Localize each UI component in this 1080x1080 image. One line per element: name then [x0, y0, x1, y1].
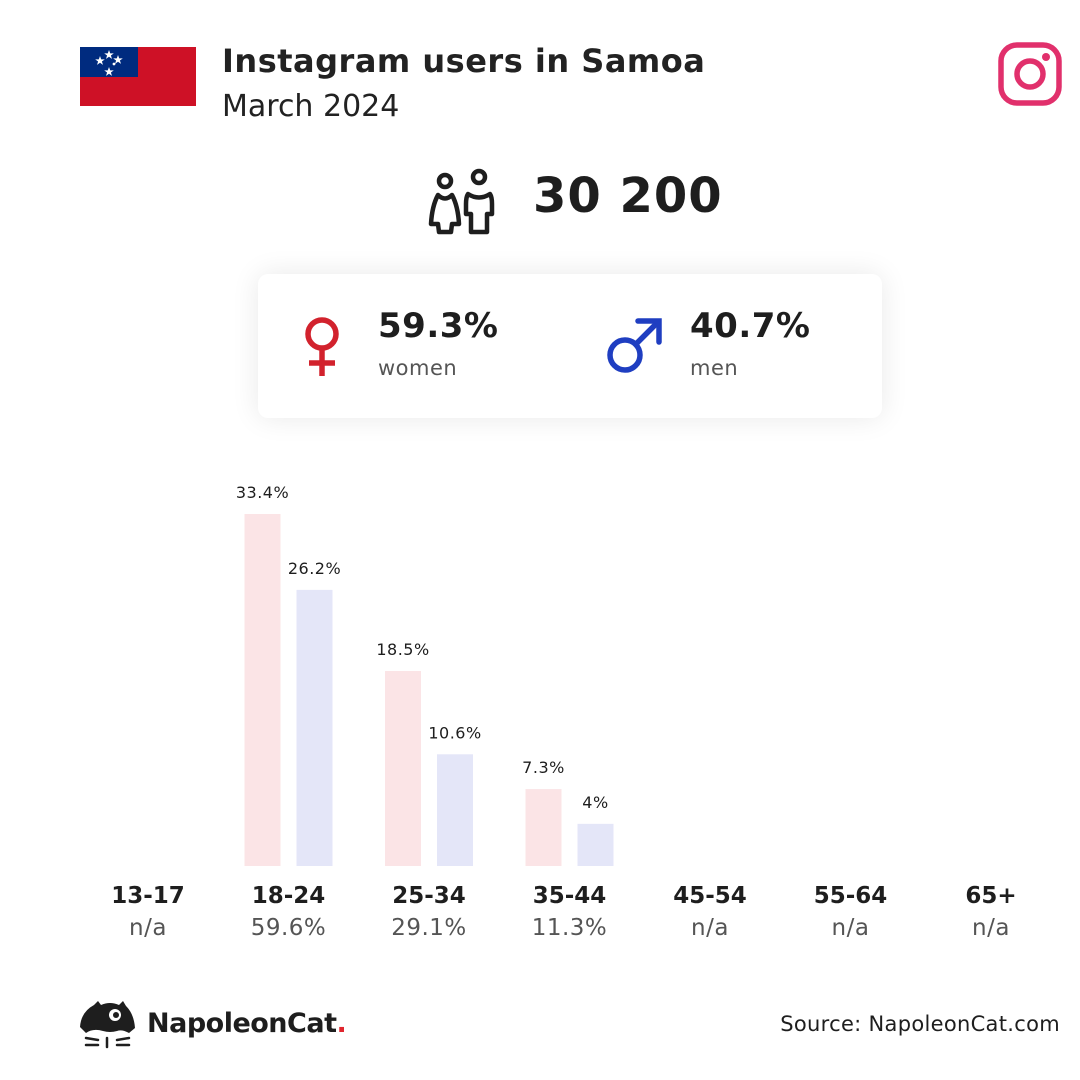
- samoa-flag-icon: [80, 47, 196, 106]
- instagram-icon: [998, 42, 1062, 106]
- age-group-45-54: 45-54 n/a: [640, 883, 780, 941]
- bar-35-44-series-1: [577, 823, 614, 866]
- age-group-35-44: 35-44 11.3%: [500, 883, 640, 941]
- napoleoncat-logo-icon: [80, 1001, 135, 1049]
- age-group-total: 11.3%: [531, 915, 608, 941]
- brand-dot: .: [336, 1008, 347, 1039]
- brand-text: NapoleonCat: [147, 1008, 337, 1039]
- women-label: women: [378, 356, 458, 380]
- age-group-total: n/a: [972, 915, 1010, 941]
- page-title: Instagram users in Samoa: [222, 42, 706, 80]
- men-percentage: 40.7%: [690, 306, 811, 346]
- bar-25-34-series-1: [437, 754, 473, 866]
- male-symbol-icon: [607, 318, 662, 373]
- age-group-label: 18-24: [251, 883, 326, 909]
- age-group-label: 45-54: [673, 883, 747, 909]
- source-credit: Source: NapoleonCat.com: [780, 1012, 1060, 1036]
- bar-label-35-44-series-0: 7.3%: [522, 758, 565, 777]
- age-group-total: 59.6%: [250, 915, 327, 941]
- age-group-label: 13-17: [111, 883, 185, 909]
- gender-split-card: 59.3% women 40.7% men: [258, 274, 882, 418]
- age-group-total: n/a: [831, 915, 870, 941]
- bar-18-24-series-0: [244, 514, 281, 866]
- age-group-total: 29.1%: [391, 915, 467, 941]
- age-group-25-34: 25-34 29.1%: [359, 883, 499, 941]
- age-group-13-17: 13-17 n/a: [78, 883, 218, 941]
- age-group-total: n/a: [129, 915, 167, 941]
- bar-25-34-series-0: [385, 671, 421, 866]
- age-group-18-24: 18-24 59.6%: [219, 883, 359, 941]
- women-percentage: 59.3%: [378, 306, 499, 346]
- age-group-label: 35-44: [532, 883, 607, 909]
- age-group-65+: 65+ n/a: [921, 883, 1061, 941]
- bar-label-18-24-series-0: 33.4%: [236, 483, 289, 502]
- age-group-55-64: 55-64 n/a: [781, 883, 921, 941]
- men-label: men: [690, 356, 739, 380]
- age-group-label: 25-34: [392, 883, 466, 909]
- age-group-label: 65+: [965, 883, 1017, 909]
- bar-label-25-34-series-0: 18.5%: [376, 640, 429, 659]
- female-symbol-icon: [305, 317, 339, 376]
- age-group-label: 55-64: [813, 883, 888, 909]
- bar-18-24-series-1: [296, 589, 333, 866]
- bar-label-35-44-series-1: 4%: [582, 793, 608, 812]
- bar-label-25-34-series-1: 10.6%: [428, 723, 481, 742]
- bar-35-44-series-0: [525, 789, 562, 866]
- brand-name: NapoleonCat.: [147, 1008, 347, 1039]
- total-users-value: 30 200: [533, 168, 723, 224]
- age-group-total: n/a: [691, 915, 729, 941]
- bar-label-18-24-series-1: 26.2%: [288, 559, 341, 578]
- people-icon: [428, 168, 495, 235]
- page-subtitle: March 2024: [222, 89, 400, 124]
